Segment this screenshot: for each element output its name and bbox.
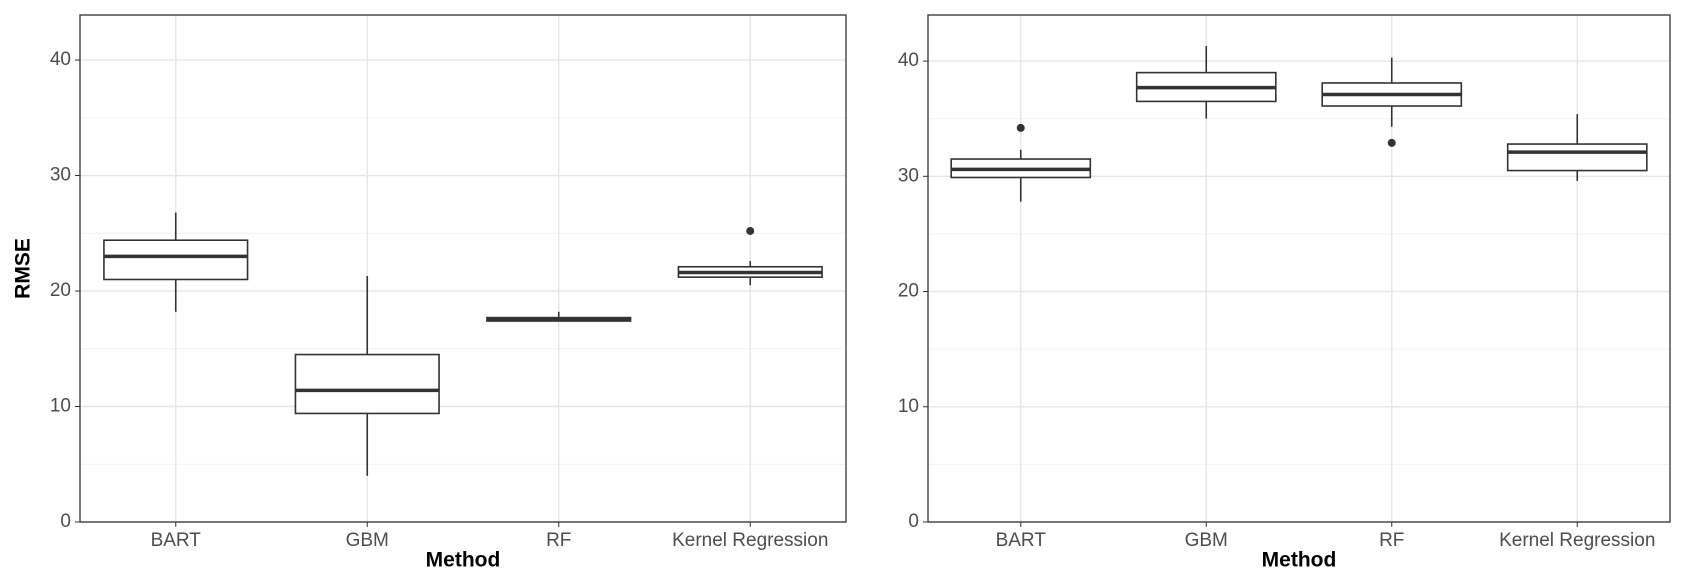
panel-border — [927, 14, 1671, 523]
box — [103, 239, 249, 281]
y-tick-label: 30 — [898, 165, 919, 186]
x-tick-label: BART — [996, 530, 1047, 551]
x-tick-label: Kernel Regression — [1499, 530, 1655, 551]
x-tick-label: BART — [151, 530, 202, 551]
y-tick-label: 0 — [908, 511, 919, 532]
y-tick-label: 30 — [50, 165, 71, 186]
y-tick-label: 40 — [898, 50, 919, 71]
x-axis-title: Method — [1262, 549, 1337, 572]
outlier — [746, 226, 755, 235]
y-tick-label: 10 — [898, 396, 919, 417]
x-tick-label: Kernel Regression — [672, 530, 828, 551]
x-tick-label: RF — [546, 530, 571, 551]
y-tick-label: 10 — [50, 396, 71, 417]
box — [294, 353, 440, 415]
x-tick-label: GBM — [1185, 530, 1228, 551]
y-tick-label: 20 — [50, 280, 71, 301]
box — [1506, 143, 1648, 172]
y-tick-label: 0 — [60, 511, 71, 532]
outlier — [1016, 123, 1025, 132]
y-tick-label: 20 — [898, 281, 919, 302]
x-axis-title: Method — [426, 549, 501, 572]
outlier — [1387, 138, 1396, 147]
y-tick-label: 40 — [50, 49, 71, 70]
x-tick-label: GBM — [346, 530, 389, 551]
x-tick-label: RF — [1379, 530, 1404, 551]
panel-border — [79, 14, 847, 523]
y-axis-title: RMSE — [12, 238, 35, 299]
